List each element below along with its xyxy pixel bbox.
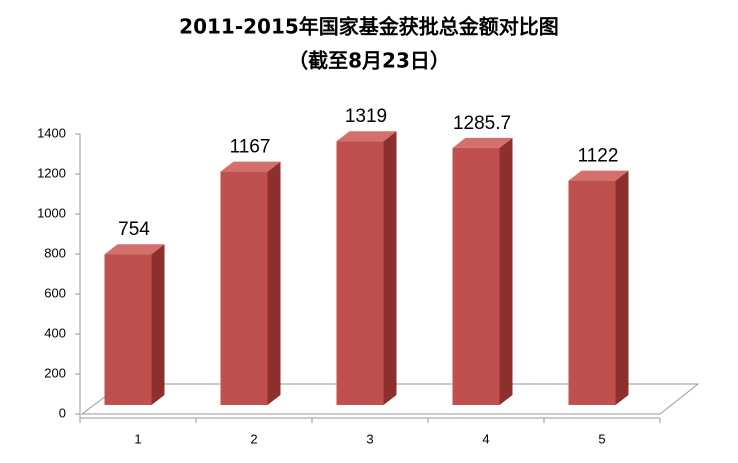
x-tick-label: 1 <box>134 431 141 446</box>
x-tick-label: 4 <box>482 431 489 446</box>
x-tick-label: 5 <box>598 431 605 446</box>
data-label: 1285.7 <box>453 113 511 134</box>
y-tick-label: 1400 <box>37 125 66 140</box>
bar-side <box>383 131 397 405</box>
bar-top <box>220 161 281 172</box>
bar-top <box>336 131 397 142</box>
data-label: 1167 <box>230 137 271 158</box>
y-tick-label: 200 <box>44 365 66 380</box>
x-tick-label: 2 <box>250 431 257 446</box>
y-tick-label: 600 <box>44 285 66 300</box>
x-tick-label: 3 <box>366 431 373 446</box>
bar-top <box>568 170 629 181</box>
y-tick-label: 0 <box>59 405 66 420</box>
bar-top <box>104 244 165 255</box>
y-tick-label: 800 <box>44 245 66 260</box>
bar <box>336 141 384 405</box>
bar <box>452 147 500 406</box>
y-tick-label: 400 <box>44 325 66 340</box>
data-label: 754 <box>118 219 150 240</box>
bar-side <box>267 161 281 405</box>
bar <box>220 171 268 405</box>
chart-subtitle: （截至8月23日） <box>288 49 450 73</box>
bar <box>568 180 616 405</box>
bar-top <box>452 137 513 148</box>
chart-title: 2011-2015年国家基金获批总金额对比图 <box>179 15 559 39</box>
bar-side <box>499 137 513 406</box>
data-label: 1122 <box>578 146 619 167</box>
bar-side <box>151 244 165 405</box>
y-tick-label: 1200 <box>37 165 66 180</box>
bar-side <box>615 170 629 405</box>
y-tick-label: 1000 <box>37 205 66 220</box>
data-label: 1319 <box>345 106 387 127</box>
bar <box>104 254 152 405</box>
